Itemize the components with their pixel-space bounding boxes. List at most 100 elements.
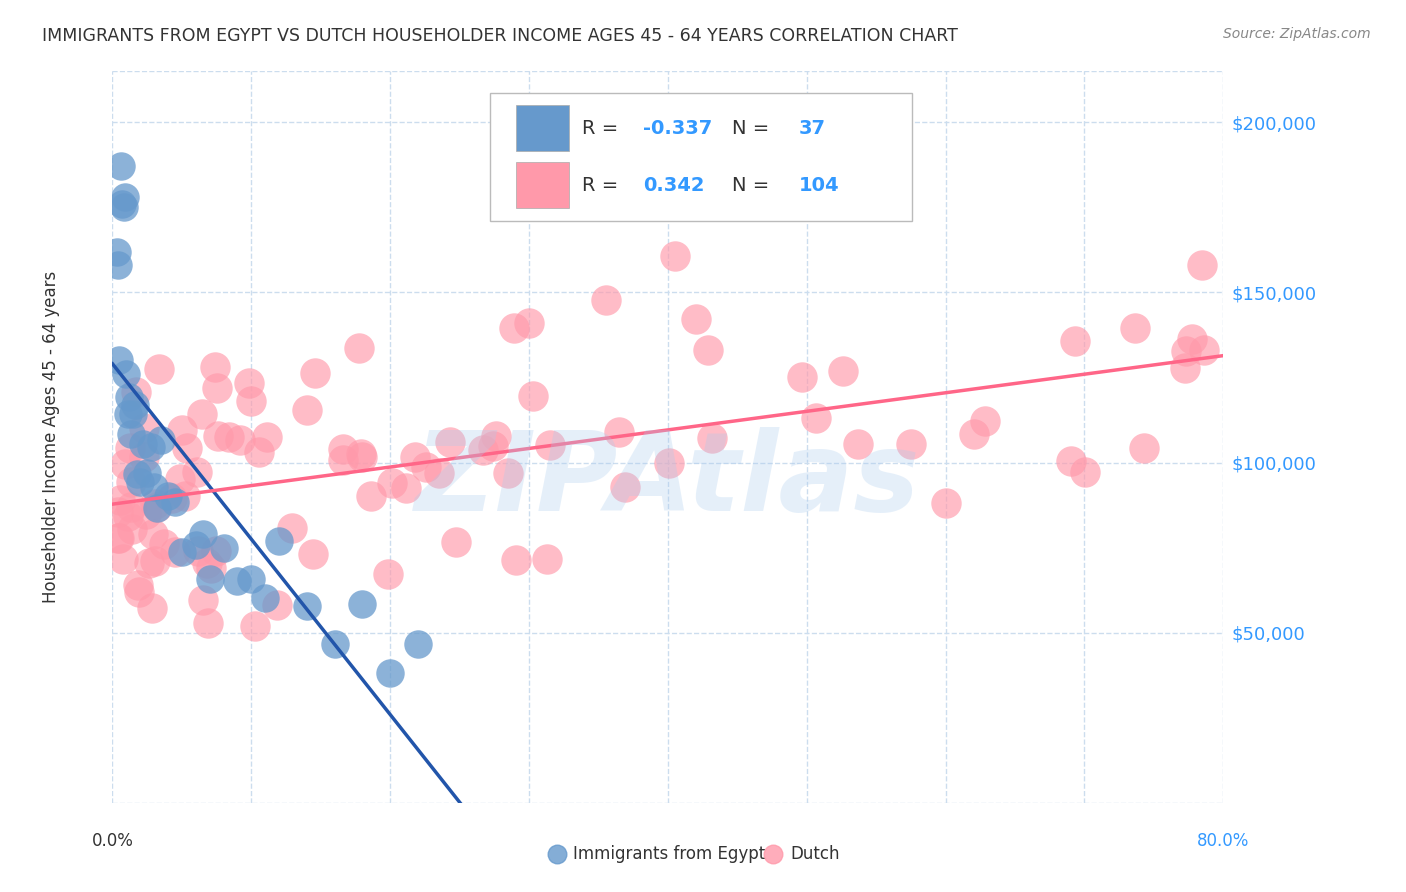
Point <box>280 521 302 535</box>
Point <box>848 437 870 451</box>
Text: ZIPAtlas: ZIPAtlas <box>415 427 921 534</box>
Point <box>204 359 226 374</box>
Text: IMMIGRANTS FROM EGYPT VS DUTCH HOUSEHOLDER INCOME AGES 45 - 64 YEARS CORRELATION: IMMIGRANTS FROM EGYPT VS DUTCH HOUSEHOLD… <box>42 27 957 45</box>
Point <box>128 585 150 599</box>
Point <box>207 429 229 443</box>
Point <box>143 554 166 568</box>
Point <box>900 437 922 451</box>
Point <box>163 494 186 508</box>
Point <box>700 431 723 445</box>
Point <box>928 796 950 810</box>
Point <box>472 443 495 458</box>
Point <box>186 465 208 479</box>
Point <box>664 249 686 263</box>
Point <box>141 440 163 454</box>
Text: 104: 104 <box>799 176 839 194</box>
Point <box>170 545 193 559</box>
Point <box>138 556 160 570</box>
Point <box>228 433 250 447</box>
Point <box>790 370 813 384</box>
Point <box>249 445 271 459</box>
Point <box>143 480 166 494</box>
Point <box>538 438 561 452</box>
Point <box>120 500 142 514</box>
Point <box>125 385 148 400</box>
Point <box>212 541 235 555</box>
Point <box>150 433 173 447</box>
Point <box>157 489 180 503</box>
Point <box>129 475 152 490</box>
Point <box>120 442 142 456</box>
Point <box>522 388 544 402</box>
Point <box>614 480 637 494</box>
Point <box>935 496 957 510</box>
Point <box>107 258 129 272</box>
Point <box>963 427 986 442</box>
Point <box>110 159 132 173</box>
Text: N =: N = <box>733 176 776 194</box>
Text: 37: 37 <box>799 119 825 138</box>
Point <box>360 489 382 503</box>
Point <box>485 428 508 442</box>
Point <box>132 420 155 434</box>
Point <box>498 466 520 480</box>
Point <box>112 201 135 215</box>
Point <box>169 472 191 486</box>
Point <box>1064 334 1087 348</box>
Point <box>1174 360 1197 375</box>
Point <box>172 423 194 437</box>
Point <box>108 493 131 508</box>
Point <box>108 352 131 367</box>
Point <box>517 316 540 330</box>
Point <box>142 526 165 541</box>
FancyBboxPatch shape <box>491 94 912 221</box>
Point <box>1060 454 1083 468</box>
Point <box>295 402 318 417</box>
Point <box>832 364 855 378</box>
Point <box>323 638 346 652</box>
Point <box>198 572 221 586</box>
Point <box>254 591 277 605</box>
Text: N =: N = <box>733 119 776 138</box>
Point <box>127 467 149 481</box>
Point <box>127 578 149 592</box>
Point <box>406 637 429 651</box>
Point <box>124 398 146 412</box>
Point <box>350 450 373 465</box>
Text: -0.337: -0.337 <box>644 119 713 138</box>
Point <box>205 543 228 558</box>
Point <box>191 407 214 421</box>
Point <box>143 497 166 511</box>
Point <box>1073 465 1095 479</box>
Point <box>1191 258 1213 272</box>
Point <box>350 447 373 461</box>
Point <box>658 456 681 470</box>
Point <box>107 531 129 545</box>
Point <box>195 556 218 570</box>
Point <box>132 437 155 451</box>
Point <box>243 618 266 632</box>
Point <box>146 500 169 515</box>
Point <box>136 466 159 480</box>
Point <box>111 196 134 211</box>
Point <box>200 561 222 575</box>
Point <box>105 244 128 259</box>
Text: Source: ZipAtlas.com: Source: ZipAtlas.com <box>1223 27 1371 41</box>
Bar <box>516 105 569 152</box>
Point <box>352 597 374 611</box>
Point <box>226 574 249 588</box>
Bar <box>516 162 569 208</box>
Point <box>191 592 214 607</box>
Point <box>301 547 323 561</box>
Point <box>427 466 450 480</box>
Point <box>332 442 354 457</box>
Point <box>165 545 187 559</box>
Point <box>607 425 630 439</box>
Point <box>256 429 278 443</box>
Text: 80.0%: 80.0% <box>1197 832 1250 850</box>
Point <box>266 598 288 612</box>
Point <box>347 341 370 355</box>
Point <box>536 552 558 566</box>
Point <box>503 321 526 335</box>
Point <box>482 439 505 453</box>
